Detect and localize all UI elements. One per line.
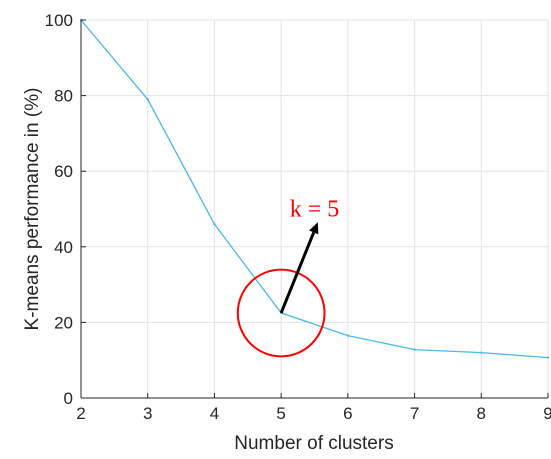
data-point: [480, 351, 483, 354]
x-tick-label: 9: [543, 404, 551, 423]
x-tick-label: 4: [210, 404, 219, 423]
x-axis-label: Number of clusters: [234, 433, 393, 454]
x-tick-label: 7: [410, 404, 419, 423]
y-tick-label: 20: [54, 313, 73, 332]
data-point: [413, 348, 416, 351]
y-tick-label: 100: [45, 11, 73, 30]
y-tick-label: 0: [64, 389, 73, 408]
x-tick-label: 3: [143, 404, 152, 423]
data-point: [213, 222, 216, 226]
data-point: [546, 356, 550, 359]
x-tick-label: 6: [343, 404, 352, 423]
axes: [80, 19, 549, 399]
annotation-layer: k = 5: [236, 197, 340, 358]
y-axis-label: K-means performance in (%): [22, 88, 43, 331]
grid-lines: [80, 19, 549, 399]
arrow-head-icon: [309, 222, 319, 235]
annotation-arrow: [279, 231, 316, 314]
tick-labels: 2 3 4 5 6 7 8 9 0 20 40 60 80 100: [45, 11, 551, 423]
y-tick-label: 40: [54, 238, 73, 257]
x-tick-label: 8: [477, 404, 486, 423]
data-point: [346, 334, 350, 337]
series-line: [80, 19, 549, 359]
y-tick-label: 80: [54, 87, 73, 106]
data-point: [146, 98, 149, 101]
highlight-circle: [236, 268, 326, 358]
x-tick-label: 5: [276, 404, 285, 423]
series-layer: [79, 18, 550, 359]
annotation-label: k = 5: [290, 197, 340, 223]
x-tick-label: 2: [76, 404, 85, 423]
y-tick-label: 60: [54, 162, 73, 181]
